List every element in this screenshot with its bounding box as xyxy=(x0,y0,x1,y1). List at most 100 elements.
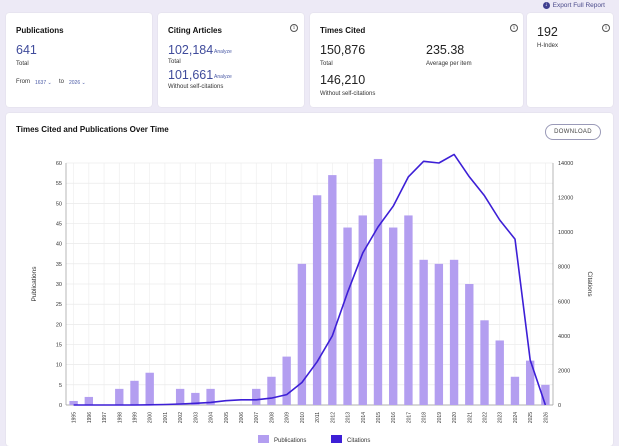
publications-bar xyxy=(480,320,489,405)
times-cited-total: 150,876 xyxy=(320,43,366,57)
x-tick-label: 1999 xyxy=(132,412,138,423)
x-tick-label: 2020 xyxy=(452,412,458,423)
times-cited-publications-chart: 0510152025303540455055600200040006000800… xyxy=(31,153,593,444)
x-tick-label: 1995 xyxy=(72,412,78,423)
y-tick-label-left: 60 xyxy=(56,161,62,167)
h-index-card: 192 H-Index i xyxy=(527,13,613,107)
x-tick-label: 2000 xyxy=(148,412,154,423)
y-tick-label-left: 20 xyxy=(56,322,62,328)
info-icon[interactable]: i xyxy=(602,24,610,32)
y-tick-label-right: 2000 xyxy=(558,368,570,374)
y-tick-label-left: 25 xyxy=(56,302,62,308)
publications-count[interactable]: 641 xyxy=(16,43,37,57)
y-tick-label-left: 55 xyxy=(56,181,62,187)
legend-label-publications: Publications xyxy=(274,438,306,444)
x-tick-label: 2006 xyxy=(239,412,245,423)
publications-bar xyxy=(328,175,337,405)
publications-bar xyxy=(343,227,352,405)
h-index-value: 192 xyxy=(537,25,558,39)
publications-bar xyxy=(282,356,291,405)
y-tick-label-right: 14000 xyxy=(558,161,573,167)
citing-total-label: Total xyxy=(168,59,181,65)
publications-card: Publications 641 Total From 1637 ⌄ to 20… xyxy=(6,13,152,107)
y-tick-label-right: 12000 xyxy=(558,196,573,202)
x-tick-label: 2018 xyxy=(422,412,428,423)
y-tick-label-left: 0 xyxy=(59,403,62,409)
y-tick-label-left: 35 xyxy=(56,262,62,268)
from-year-value: 1637 xyxy=(35,80,47,86)
y-tick-label-left: 40 xyxy=(56,242,62,248)
to-year-select[interactable]: 2026 ⌄ xyxy=(69,80,86,86)
citations-line xyxy=(73,153,547,406)
publications-bar xyxy=(191,392,200,405)
citing-without-self[interactable]: 101,661 xyxy=(168,68,214,82)
times-cited-total-label: Total xyxy=(320,61,333,67)
y-tick-label-right: 6000 xyxy=(558,299,570,305)
publications-count-label: Total xyxy=(16,61,29,67)
x-tick-label: 2024 xyxy=(513,412,519,423)
chart-title: Times Cited and Publications Over Time xyxy=(16,125,169,134)
publications-title: Publications xyxy=(16,26,64,35)
y-tick-label-left: 30 xyxy=(56,282,62,288)
publications-bar xyxy=(510,376,520,405)
x-tick-label: 2014 xyxy=(361,412,367,423)
citing-total-analyze-link[interactable]: Analyze xyxy=(214,49,232,55)
x-tick-label: 2007 xyxy=(254,412,260,423)
info-icon[interactable]: i xyxy=(510,24,518,32)
publications-bar xyxy=(404,215,413,405)
publications-bar xyxy=(84,396,94,405)
citing-articles-title: Citing Articles xyxy=(168,26,222,35)
publications-bar xyxy=(312,195,322,405)
publications-bar xyxy=(115,388,124,405)
x-tick-label: 2001 xyxy=(163,412,169,423)
x-tick-label: 2005 xyxy=(224,412,230,423)
times-cited-card: Times Cited i 150,876 Total 235.38 Avera… xyxy=(310,13,523,107)
legend-label-citations: Citations xyxy=(347,438,370,444)
export-full-report-link[interactable]: ↓ Export Full Report xyxy=(542,2,605,9)
y-tick-label-right: 4000 xyxy=(558,334,570,340)
publications-bar xyxy=(358,215,367,405)
x-tick-label: 2016 xyxy=(391,412,397,423)
chevron-down-icon: ⌄ xyxy=(47,80,52,86)
x-tick-label: 2013 xyxy=(346,412,352,423)
publications-bar xyxy=(145,372,154,405)
publications-bar xyxy=(525,360,535,405)
x-tick-label: 2025 xyxy=(528,412,534,423)
publications-bar xyxy=(297,263,307,405)
y-tick-label-left: 15 xyxy=(56,343,62,349)
x-tick-label: 1998 xyxy=(117,412,123,423)
citing-without-self-analyze-link[interactable]: Analyze xyxy=(214,74,232,80)
info-icon[interactable]: i xyxy=(290,24,298,32)
download-button[interactable]: DOWNLOAD xyxy=(545,124,601,140)
download-icon: ↓ xyxy=(542,2,550,9)
chevron-down-icon: ⌄ xyxy=(81,80,86,86)
publications-bar xyxy=(252,388,261,405)
y-tick-label-left: 5 xyxy=(59,383,62,389)
y-tick-label-right: 8000 xyxy=(558,265,570,271)
publications-bar xyxy=(495,340,504,405)
publications-bar xyxy=(267,376,276,405)
publications-bar xyxy=(541,384,550,405)
legend-swatch-publications xyxy=(258,435,269,443)
y-tick-label-left: 10 xyxy=(56,363,62,369)
times-cited-without-self: 146,210 xyxy=(320,73,366,87)
export-label: Export Full Report xyxy=(552,2,605,9)
from-year-select[interactable]: 1637 ⌄ xyxy=(35,80,52,86)
x-tick-label: 2012 xyxy=(330,412,336,423)
times-cited-without-self-label: Without self-citations xyxy=(320,91,376,97)
y-axis-label-right: Citations xyxy=(586,271,593,297)
y-axis-label-left: Publications xyxy=(31,266,38,302)
y-tick-label-right: 10000 xyxy=(558,230,573,236)
publications-bar xyxy=(389,227,398,405)
from-label: From xyxy=(16,79,30,85)
citing-total[interactable]: 102,184 xyxy=(168,43,214,57)
to-year-value: 2026 xyxy=(69,80,81,86)
times-cited-title: Times Cited xyxy=(320,26,366,35)
x-tick-label: 2010 xyxy=(300,412,306,423)
publications-bar xyxy=(175,388,185,405)
x-tick-label: 2009 xyxy=(285,412,291,423)
x-tick-label: 2004 xyxy=(209,412,215,423)
x-tick-label: 2019 xyxy=(437,412,443,423)
citing-without-self-label: Without self-citations xyxy=(168,84,224,90)
x-tick-label: 2011 xyxy=(315,412,321,423)
